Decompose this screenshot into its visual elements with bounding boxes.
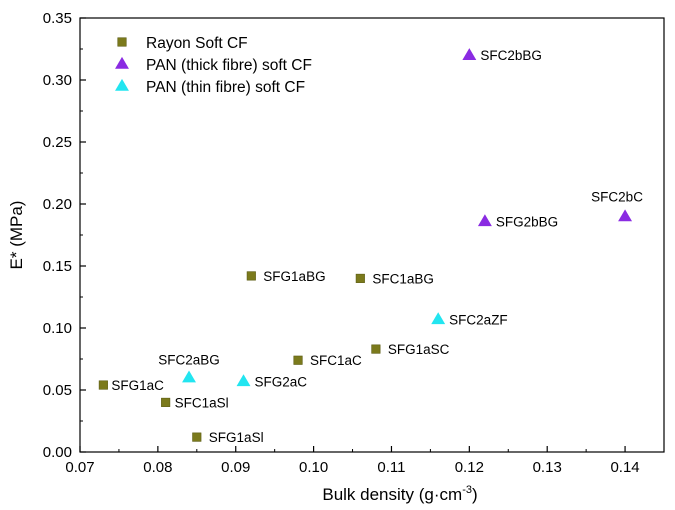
legend: Rayon Soft CF PAN (thick fibre) soft CF PA… [115, 35, 312, 96]
data-point-sfg2bbg [477, 214, 492, 227]
y-tick-label: 0.00 [43, 444, 72, 461]
y-tick-label: 0.20 [43, 196, 72, 213]
data-point-sfc1ac [293, 355, 303, 365]
x-axis-title: Bulk density (g·cm-3) [322, 484, 477, 504]
y-axis: 0.00 0.05 0.10 0.15 0.20 0.25 0.30 0.35 [43, 10, 86, 461]
x-axis: 0.07 0.08 0.09 0.10 0.11 0.12 0.13 0.14 [65, 446, 640, 476]
legend-marker [117, 37, 127, 47]
data-point-sfc2bbg [462, 48, 477, 60]
point-label: SFC1aC [310, 353, 362, 368]
data-points: SFG1aC SFC1aSl SFG1aSl SFG1aBG SFC1aC SFC1aBG… [98, 48, 643, 445]
x-tick-label: 0.11 [377, 459, 405, 476]
point-label: SFG1aSC [388, 342, 450, 357]
data-point-sfc2azf [431, 312, 446, 325]
x-tick-label: 0.08 [143, 459, 172, 476]
x-tick-label: 0.14 [610, 459, 639, 476]
legend-marker [115, 78, 129, 91]
data-point-sfc1asl [161, 397, 171, 407]
point-label: SFC1aBG [372, 271, 434, 286]
data-point-sfg1abg [246, 271, 256, 281]
plot-area [79, 17, 665, 453]
point-label: SFC2aZF [449, 312, 508, 327]
x-tick-label: 0.10 [299, 459, 328, 476]
y-tick-label: 0.30 [43, 72, 72, 89]
y-axis-title: E* (MPa) [7, 201, 26, 270]
x-tick-label: 0.09 [221, 459, 250, 476]
point-label: SFG1aSl [209, 430, 264, 445]
data-point-sfg2ac [236, 374, 251, 387]
legend-marker [115, 56, 129, 69]
data-point-sfg1asc [371, 344, 381, 354]
point-label: SFG2bBG [496, 214, 558, 229]
point-label: SFG2aC [255, 374, 308, 389]
data-point-sfg1ac [98, 380, 108, 390]
x-tick-label: 0.07 [65, 459, 94, 476]
point-label: SFC1aSl [175, 395, 229, 410]
data-point-sfc2bc [618, 209, 633, 222]
legend-label: PAN (thin fibre) soft CF [146, 79, 305, 96]
data-point-sfg1asl [192, 432, 202, 442]
x-tick-label: 0.13 [533, 459, 562, 476]
point-label: SFC2bBG [480, 48, 542, 63]
data-point-sfc2abg [182, 370, 196, 383]
legend-label: PAN (thick fibre) soft CF [146, 57, 312, 74]
data-point-sfc1abg [355, 273, 365, 283]
x-axis-title-superscript: -3 [462, 484, 472, 496]
point-label: SFG1aC [111, 378, 164, 393]
y-tick-label: 0.10 [43, 320, 72, 337]
point-label: SFG1aBG [263, 269, 325, 284]
y-tick-label: 0.35 [43, 10, 72, 27]
x-tick-label: 0.12 [455, 459, 484, 476]
y-tick-label: 0.25 [43, 134, 72, 151]
y-tick-label: 0.05 [43, 382, 72, 399]
point-label: SFC2bC [591, 189, 643, 204]
point-label: SFC2aBG [158, 353, 220, 368]
y-tick-label: 0.15 [43, 258, 72, 275]
legend-label: Rayon Soft CF [146, 35, 248, 52]
